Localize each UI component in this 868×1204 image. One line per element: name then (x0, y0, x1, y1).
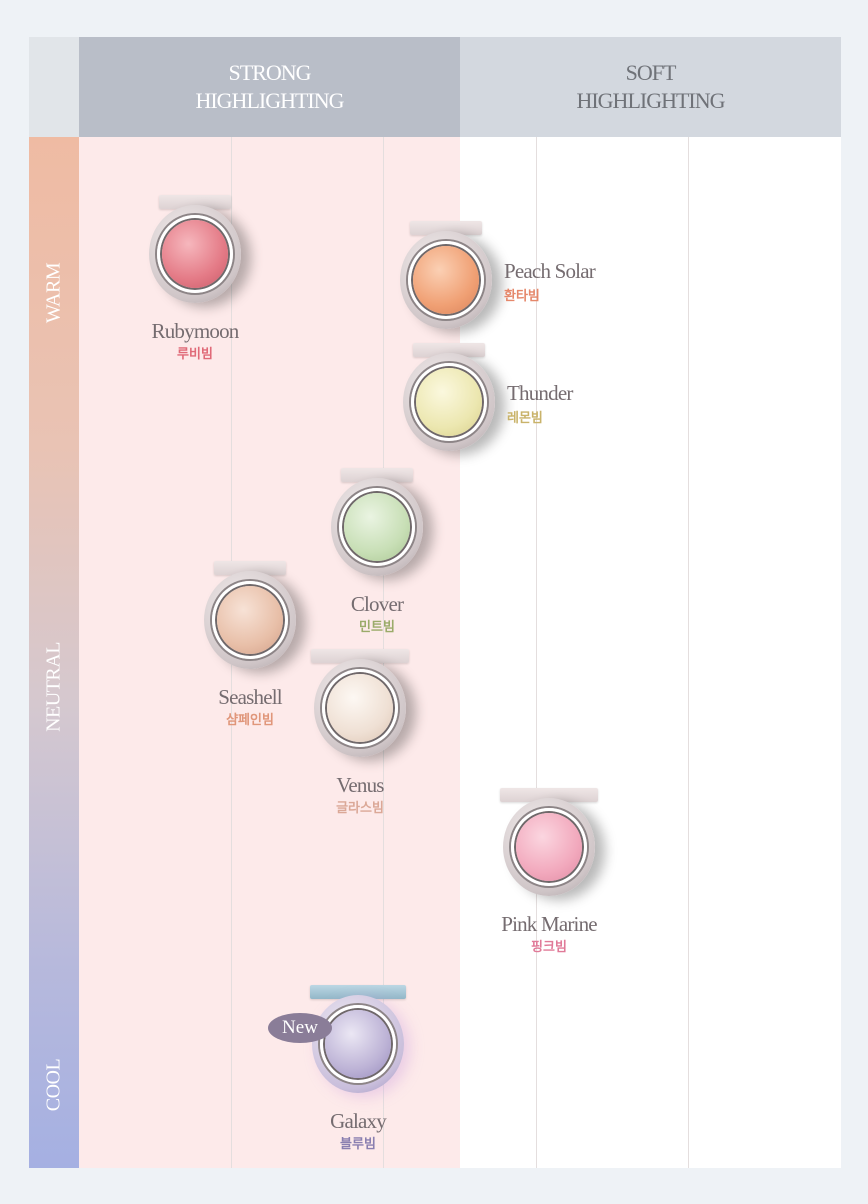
compact-lid (311, 649, 409, 663)
product-peach-solar[interactable]: Peach Solar 환타빔 (396, 221, 596, 341)
compact-lid (310, 985, 406, 999)
highlighter-pan (344, 493, 410, 561)
product-thunder[interactable]: Thunder 레몬빔 (399, 343, 573, 463)
product-korean-name: 샴페인빔 (226, 713, 274, 728)
product-name: Rubymoon (151, 319, 240, 343)
product-rubymoon[interactable]: Rubymoon 루비빔 (145, 195, 245, 362)
product-name: Galaxy (330, 1109, 387, 1133)
compact-ring (212, 581, 288, 659)
header-soft-line1: SOFT (625, 60, 677, 85)
compact-lid (341, 468, 413, 482)
product-seashell[interactable]: Seashell 샴페인빔 (200, 561, 300, 728)
product-galaxy[interactable]: New Galaxy 블루빔 (268, 985, 408, 1152)
compact-lid (214, 561, 286, 575)
highlighter-pan (217, 586, 283, 654)
product-korean-name: 레몬빔 (507, 411, 543, 426)
compact-lid (413, 343, 485, 357)
axis-cool: COOL (42, 1058, 65, 1112)
product-korean-name: 블루빔 (340, 1137, 376, 1152)
compact-ring (511, 808, 587, 886)
product-korean-name: 민트빔 (359, 620, 395, 635)
product-korean-name: 글라스빔 (336, 801, 384, 816)
axis-warm: WARM (42, 262, 65, 324)
product-clover[interactable]: Clover 민트빔 (327, 468, 427, 635)
header-soft-line2: HIGHLIGHTING (576, 88, 725, 113)
product-pink-marine[interactable]: Pink Marine 핑크빔 (499, 788, 599, 955)
product-name: Pink Marine (501, 912, 597, 936)
compact-ring (411, 363, 487, 441)
product-korean-name: 핑크빔 (531, 940, 567, 955)
compact-ring (320, 1005, 396, 1083)
header-soft-highlighting: SOFT HIGHLIGHTING (460, 37, 841, 137)
product-name: Clover (350, 592, 404, 616)
product-venus[interactable]: Venus 글라스빔 (310, 649, 410, 816)
header-strong-line2: HIGHLIGHTING (195, 88, 344, 113)
compact-ring (322, 669, 398, 747)
grid-line (536, 137, 537, 1168)
product-name: Venus (336, 773, 384, 797)
header-strong-highlighting: STRONG HIGHLIGHTING (79, 37, 460, 137)
product-korean-name: 루비빔 (177, 347, 213, 362)
axis-neutral: NEUTRAL (42, 642, 65, 732)
tone-axis: WARM NEUTRAL COOL (29, 137, 79, 1168)
compact-lid (500, 788, 598, 802)
highlighter-chart: STRONG HIGHLIGHTING SOFT HIGHLIGHTING WA… (29, 37, 841, 1168)
compact-lid (410, 221, 482, 235)
product-name: Seashell (218, 685, 282, 709)
highlighter-pan (416, 368, 482, 436)
product-name: Peach Solar (504, 259, 596, 283)
compact-ring (157, 215, 233, 293)
highlighter-pan (162, 220, 228, 288)
highlighter-pan (516, 813, 582, 881)
new-badge: New (268, 1013, 332, 1043)
compact-ring (408, 241, 484, 319)
compact-lid (159, 195, 231, 209)
highlighter-pan (413, 246, 479, 314)
highlighter-pan (325, 1010, 391, 1078)
compact-ring (339, 488, 415, 566)
header-corner (29, 37, 79, 137)
header-strong-line1: STRONG (228, 60, 311, 85)
product-name: Thunder (507, 381, 573, 405)
grid-line (688, 137, 689, 1168)
highlighter-pan (327, 674, 393, 742)
product-korean-name: 환타빔 (504, 289, 540, 304)
